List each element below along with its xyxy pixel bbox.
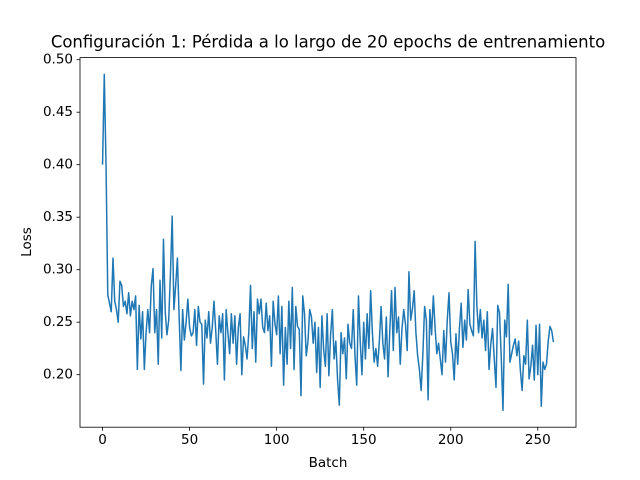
loss-line xyxy=(101,73,555,412)
y-tick-label: 0.30 xyxy=(43,262,73,278)
y-axis-label: Loss xyxy=(19,227,35,257)
plot-frame xyxy=(79,57,577,428)
chart-title: Configuración 1: Pérdida a lo largo de 2… xyxy=(51,33,605,52)
x-tick-label: 0 xyxy=(98,432,107,448)
x-tick-label: 100 xyxy=(264,432,290,448)
y-tick-label: 0.25 xyxy=(43,314,73,330)
x-tick-label: 250 xyxy=(525,432,551,448)
x-axis-label: Batch xyxy=(309,455,348,471)
y-tick-label: 0.35 xyxy=(43,209,73,225)
x-tick-label: 200 xyxy=(438,432,464,448)
y-tick-label: 0.20 xyxy=(43,367,73,383)
y-tick-label: 0.45 xyxy=(43,104,73,120)
x-tick-label: 150 xyxy=(351,432,377,448)
x-tick-label: 50 xyxy=(181,432,198,448)
y-tick-label: 0.40 xyxy=(43,157,73,173)
y-tick-label: 0.50 xyxy=(43,52,73,68)
